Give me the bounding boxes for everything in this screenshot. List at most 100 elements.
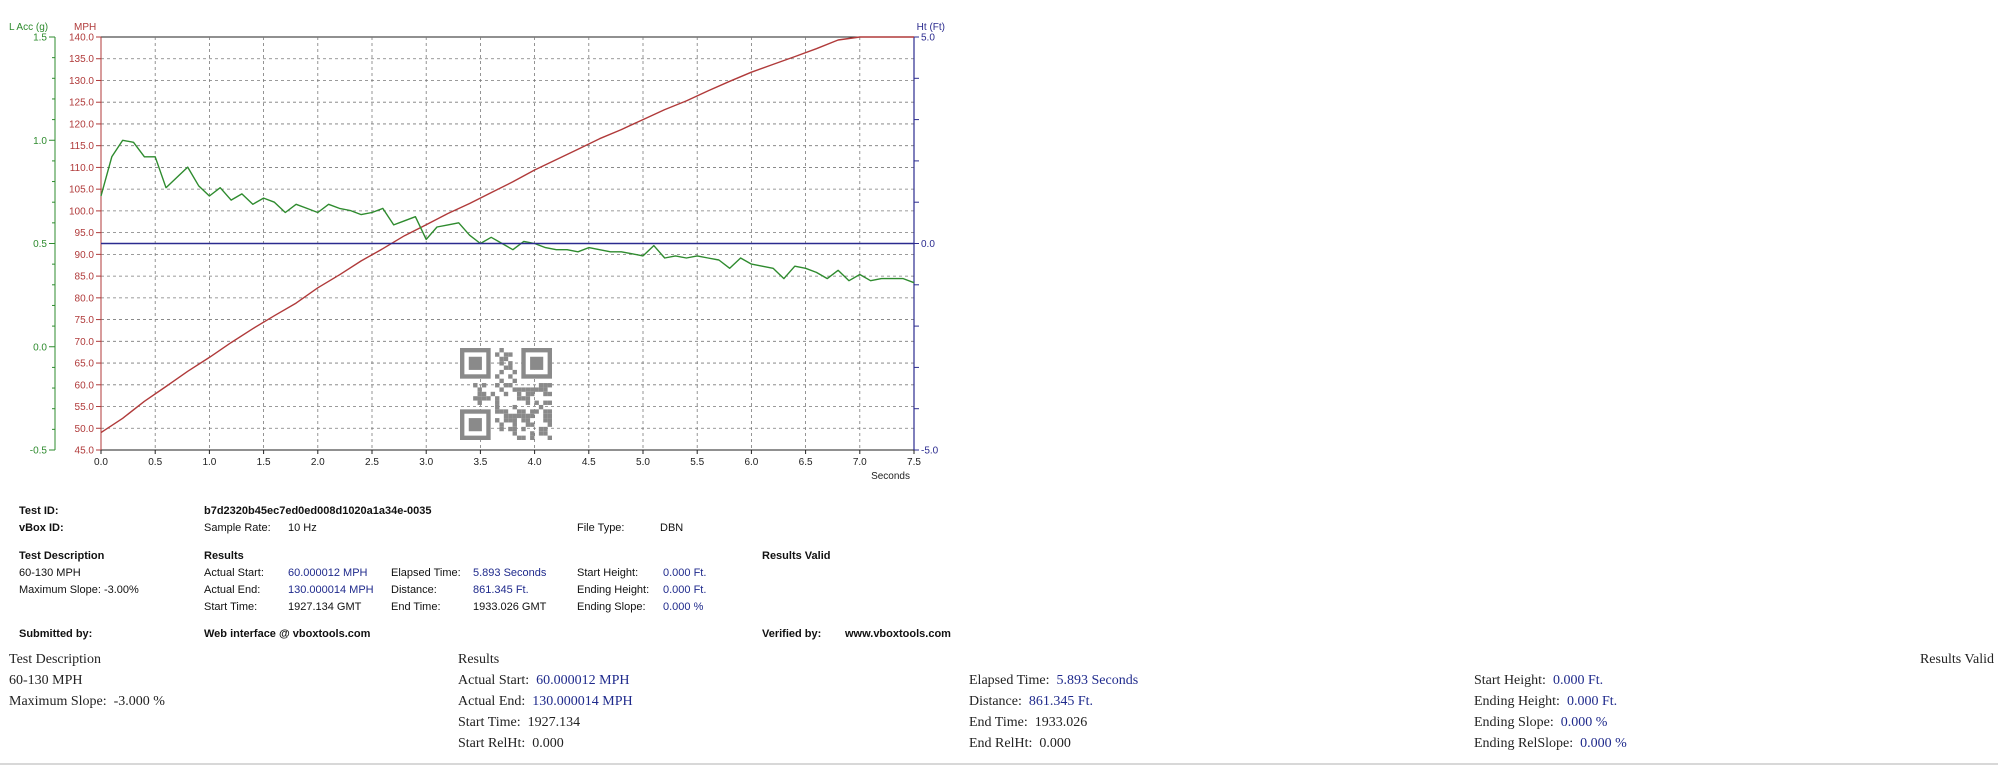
qr-module bbox=[512, 413, 517, 419]
qr-module bbox=[516, 396, 522, 401]
max-slope-value: Maximum Slope: -3.00% bbox=[19, 584, 139, 596]
elapsed-time-label: Elapsed Time: bbox=[391, 567, 461, 579]
qr-module bbox=[481, 396, 487, 401]
file-type-value: DBN bbox=[660, 522, 684, 534]
x-tick-label: 2.0 bbox=[311, 457, 325, 468]
lower-actual-start-label: Actual Start: bbox=[458, 673, 530, 688]
lower-start-height-label: Start Height: bbox=[1474, 673, 1546, 688]
lower-end-time: End Time: 1933.026 bbox=[969, 715, 1087, 731]
distance-value: 861.345 Ft. bbox=[473, 584, 529, 596]
qr-module bbox=[495, 374, 500, 379]
lower-end-time-label: End Time: bbox=[969, 715, 1028, 730]
qr-module bbox=[486, 396, 491, 401]
qr-module bbox=[543, 409, 548, 414]
acc-tick-label: 0.0 bbox=[33, 342, 47, 353]
mph-tick-label: 50.0 bbox=[75, 424, 95, 435]
qr-module bbox=[477, 387, 482, 392]
qr-module bbox=[530, 413, 535, 419]
qr-module bbox=[473, 396, 478, 401]
qr-module bbox=[521, 413, 526, 419]
x-tick-label: 3.0 bbox=[419, 457, 433, 468]
qr-finder-core bbox=[468, 418, 482, 432]
qr-module bbox=[503, 391, 509, 397]
qr-module bbox=[508, 361, 513, 366]
lower-start-time-label: Start Time: bbox=[458, 715, 521, 730]
qr-module bbox=[503, 352, 509, 357]
ending-height-label: Ending Height: bbox=[577, 584, 650, 596]
mph-axis-title: MPH bbox=[74, 22, 96, 33]
chart-panel: 1.5 1.0 0.5 0.0 -0.5 L Acc (g) 140.0 135.0 130.0… bbox=[0, 0, 960, 648]
vbox-id-label: vBox ID: bbox=[19, 522, 64, 534]
lower-end-relht-value: 0.000 bbox=[1039, 736, 1071, 751]
qr-module bbox=[543, 426, 548, 432]
x-tick-label: 2.5 bbox=[365, 457, 379, 468]
start-time-value: 1927.134 GMT bbox=[288, 601, 362, 613]
performance-chart: 1.5 1.0 0.5 0.0 -0.5 L Acc (g) 140.0 135.0 130.0… bbox=[9, 22, 945, 482]
qr-module bbox=[516, 409, 522, 414]
qr-module bbox=[508, 426, 513, 432]
qr-module bbox=[521, 387, 526, 392]
lower-ending-slope: Ending Slope: 0.000 % bbox=[1474, 715, 1607, 731]
qr-module bbox=[543, 391, 548, 397]
qr-module bbox=[503, 409, 509, 414]
lower-distance-value: 861.345 Ft. bbox=[1028, 694, 1094, 709]
qr-module bbox=[547, 409, 552, 414]
qr-module bbox=[508, 418, 513, 423]
sample-rate-value: 10 Hz bbox=[288, 522, 317, 534]
lower-start-time: Start Time: 1927.134 bbox=[458, 715, 580, 731]
start-height-value: 0.000 Ft. bbox=[663, 567, 707, 579]
qr-module bbox=[525, 422, 531, 427]
lower-start-time-value: 1927.134 bbox=[527, 715, 581, 730]
qr-module bbox=[503, 365, 509, 370]
verified-by-value: www.vboxtools.com bbox=[845, 628, 951, 640]
lower-max-slope: Maximum Slope: -3.000 % bbox=[9, 694, 165, 710]
file-type-label: File Type: bbox=[577, 522, 625, 534]
qr-module bbox=[508, 352, 513, 357]
qr-module bbox=[512, 422, 517, 427]
acceleration-series-line bbox=[100, 139, 915, 284]
qr-module bbox=[521, 435, 526, 440]
qr-module bbox=[543, 400, 548, 405]
start-height-label: Start Height: bbox=[577, 567, 639, 579]
qr-module bbox=[538, 387, 544, 392]
qr-module bbox=[538, 426, 544, 432]
qr-module bbox=[481, 391, 487, 397]
qr-module bbox=[525, 400, 531, 405]
sample-rate-label: Sample Rate: bbox=[204, 522, 271, 534]
qr-module bbox=[481, 383, 487, 388]
series-layer bbox=[100, 36, 915, 434]
end-time-value: 1933.026 GMT bbox=[473, 601, 547, 613]
speed-series-line bbox=[100, 36, 914, 434]
height-tick-label: -5.0 bbox=[921, 446, 939, 457]
mph-tick-label: 95.0 bbox=[75, 228, 95, 239]
lower-ending-slope-value: 0.000 % bbox=[1560, 715, 1608, 730]
test-id-value: b7d2320b45ec7ed0ed008d1020a1a34e-0035 bbox=[204, 505, 432, 517]
qr-module bbox=[538, 404, 544, 410]
lower-actual-start-value: 60.000012 MPH bbox=[536, 673, 630, 688]
x-tick-label: 1.0 bbox=[202, 457, 216, 468]
distance-label: Distance: bbox=[391, 584, 437, 596]
mph-tick-label: 85.0 bbox=[75, 272, 95, 283]
lower-elapsed-time-label: Elapsed Time: bbox=[969, 673, 1050, 688]
qr-module bbox=[503, 418, 509, 423]
actual-start-value: 60.000012 MPH bbox=[288, 567, 368, 579]
qr-module bbox=[508, 413, 513, 419]
qr-module bbox=[499, 369, 504, 375]
mph-tick-label: 65.0 bbox=[75, 359, 95, 370]
qr-module bbox=[516, 413, 522, 419]
qr-module bbox=[499, 348, 504, 353]
lower-actual-end-value: 130.000014 MPH bbox=[532, 694, 633, 709]
x-axis-title: Seconds bbox=[871, 471, 910, 482]
lower-results-valid: Results Valid bbox=[1919, 652, 1994, 667]
lower-ending-relslope: Ending RelSlope: 0.000 % bbox=[1474, 736, 1627, 752]
qr-module bbox=[490, 391, 496, 397]
qr-module bbox=[534, 387, 539, 392]
qr-module bbox=[538, 431, 544, 436]
qr-module bbox=[521, 396, 526, 401]
lower-test-description-label: Test Description bbox=[9, 652, 101, 667]
lower-elapsed-time-value: 5.893 Seconds bbox=[1056, 673, 1139, 688]
qr-module bbox=[516, 387, 522, 392]
qr-module bbox=[503, 383, 509, 388]
qr-module bbox=[547, 383, 552, 388]
qr-module bbox=[525, 413, 531, 419]
